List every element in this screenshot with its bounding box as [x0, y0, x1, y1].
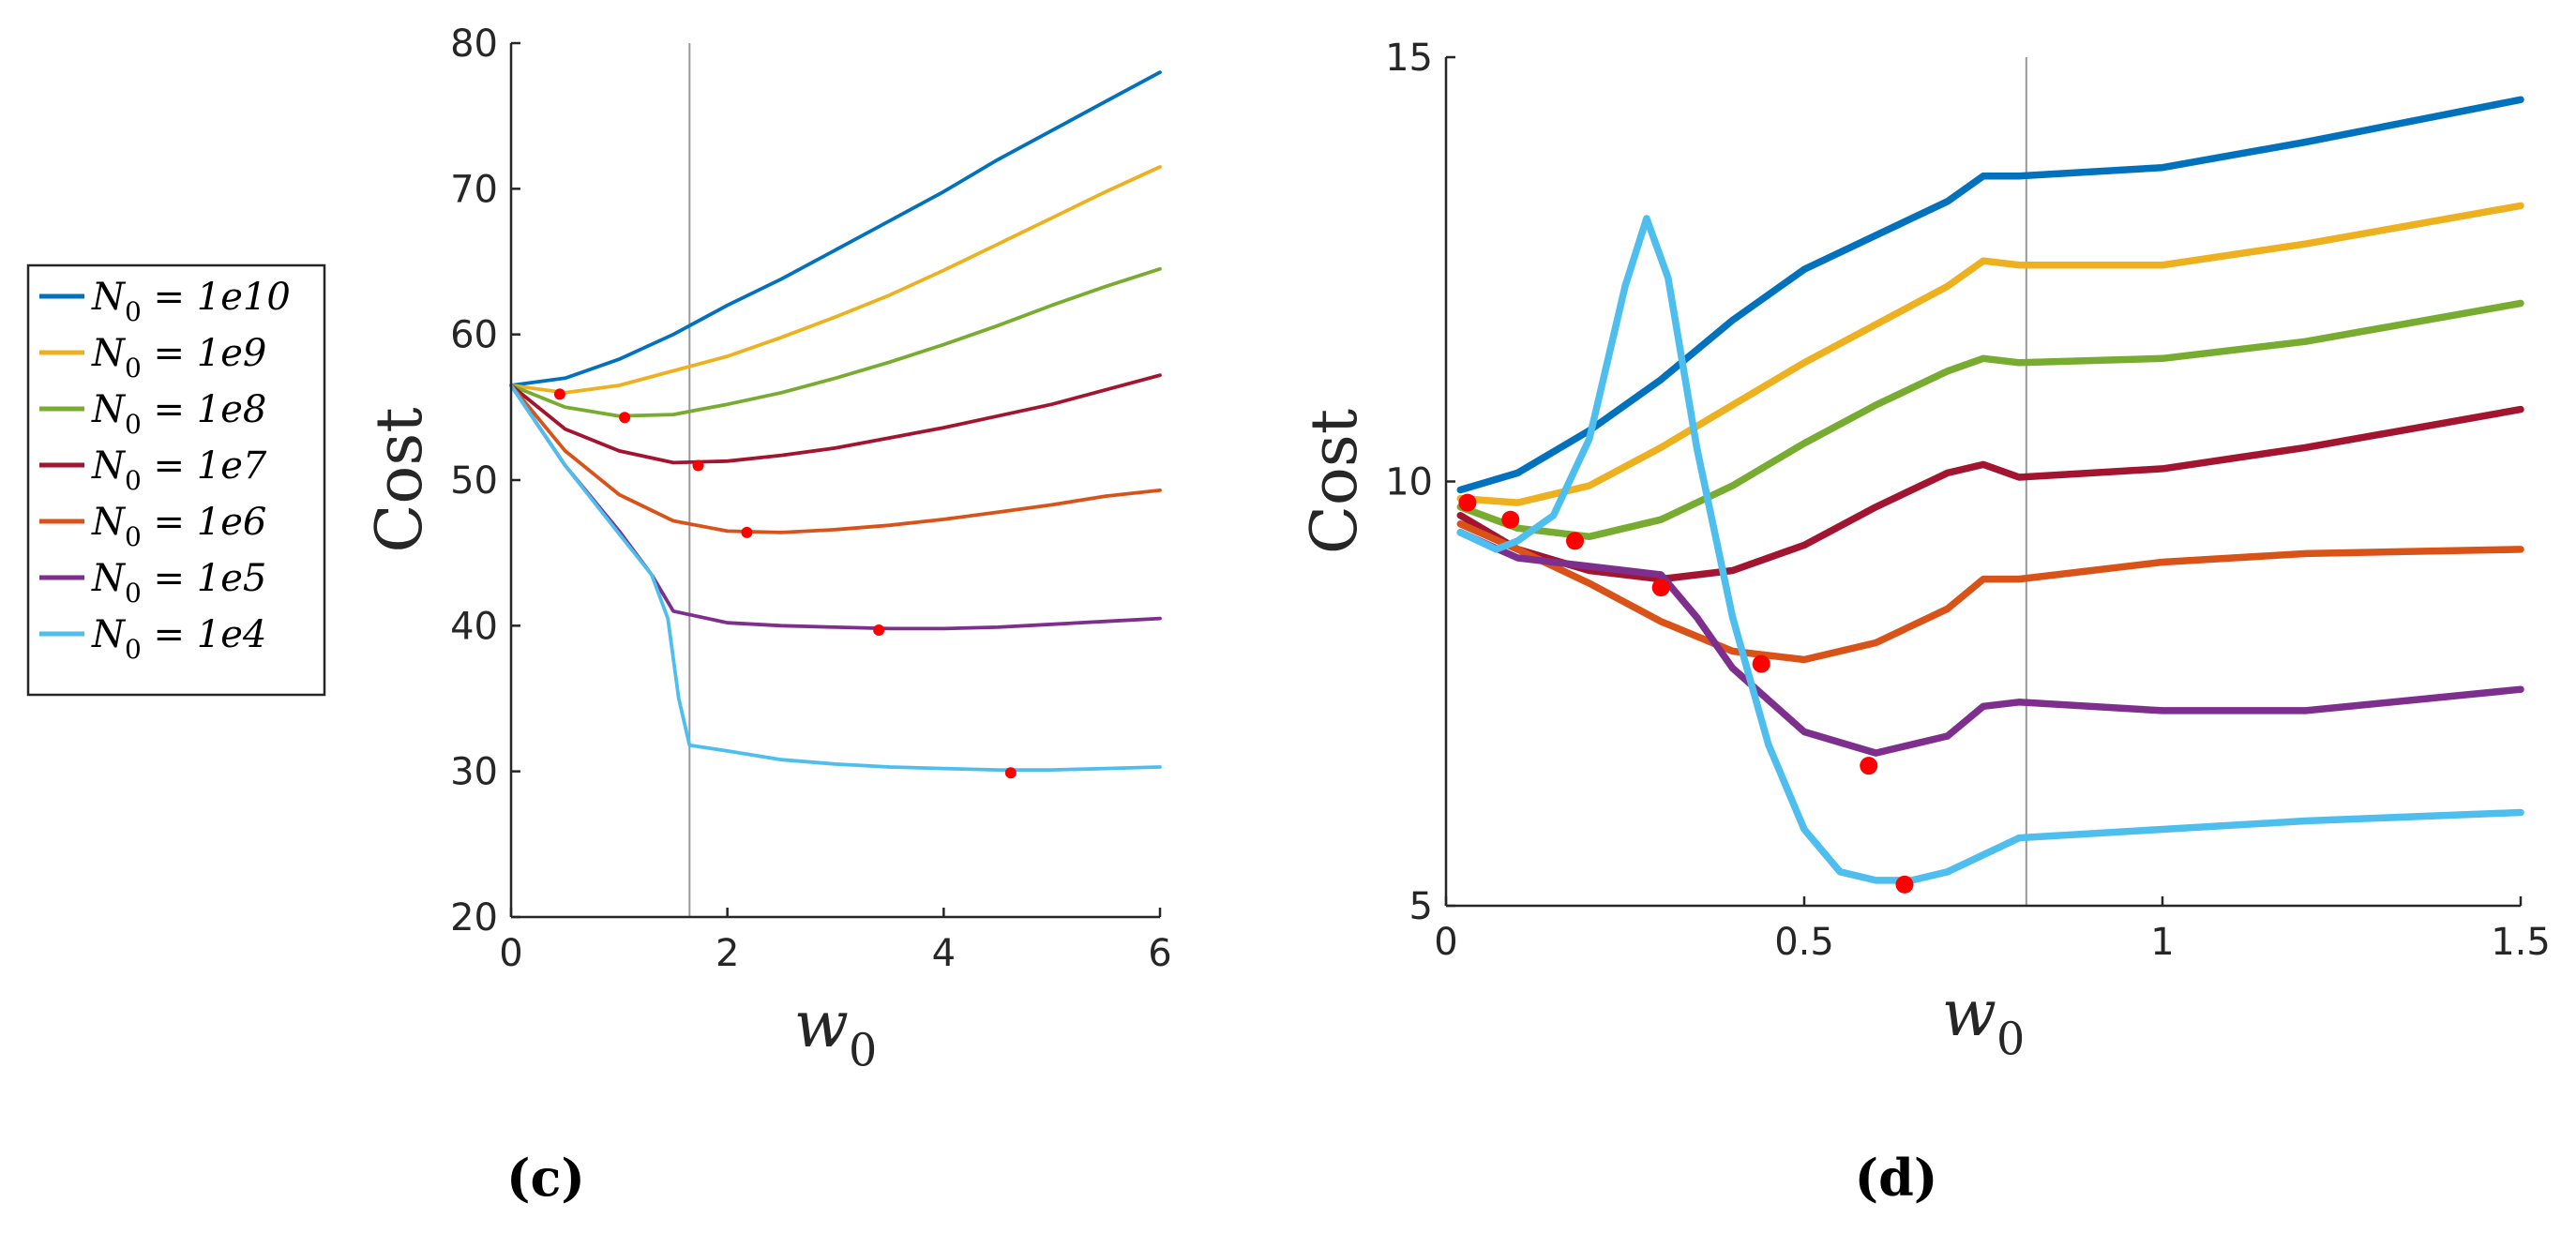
panel-c-line-series-2: [509, 165, 1162, 395]
panel-d-series: [1456, 96, 2524, 884]
panel-d-line-series-6: [1456, 529, 2524, 757]
legend-label-1: N0 = 1e10: [91, 276, 291, 327]
panel-d-y-axis-title: Cost: [1298, 409, 1372, 554]
panel-c-x-tick-label-3: 4: [932, 932, 956, 975]
panel-c-minimum-marker-5: [873, 624, 885, 636]
legend-entry-7: N0 = 1e4: [39, 613, 266, 665]
panel-d-y-tick-label-3: 15: [1385, 37, 1433, 80]
panel-d-label: (d): [1855, 1148, 1938, 1208]
panel-c-x-tick-label-4: 6: [1148, 932, 1171, 975]
panel-c-y-tick-label-1: 20: [450, 896, 498, 940]
panel-d-x-tick-label-4: 1.5: [2491, 921, 2551, 964]
panel-d-minimum-marker-2: [1501, 510, 1520, 529]
panel-c-series: [509, 70, 1162, 772]
legend-label-6: N0 = 1e5: [91, 557, 266, 609]
panel-c-y-tick-label-5: 60: [450, 314, 498, 357]
legend-entry-1: N0 = 1e10: [39, 276, 291, 327]
panel-d-minimum-marker-3: [1566, 532, 1585, 550]
legend-label-4: N0 = 1e7: [91, 444, 267, 496]
panel-d-y-tick-label-2: 10: [1385, 461, 1433, 504]
panel-d-x-tick-label-3: 1: [2150, 921, 2174, 964]
legend-entry-5: N0 = 1e6: [39, 501, 266, 552]
panel-d-y-tick-label-1: 5: [1409, 885, 1433, 928]
panel-c-minima: [553, 388, 1017, 779]
panel-d-line-series-4: [1456, 405, 2524, 583]
legend-entry-3: N0 = 1e8: [39, 388, 266, 440]
panel-c-minimum-marker-2: [619, 412, 631, 424]
panel-d-line-series-5: [1456, 520, 2524, 664]
panel-c-x-tick-label-1: 0: [499, 932, 522, 975]
panel-c-line-series-3: [509, 266, 1162, 418]
panel-c-y-tick-label-4: 50: [450, 459, 498, 503]
panel-c-line-series-6: [509, 383, 1162, 631]
panel-c-line-series-4: [509, 373, 1162, 465]
panel-d-line-series-3: [1456, 299, 2524, 541]
legend-entry-2: N0 = 1e9: [39, 332, 266, 383]
panel-d-minimum-marker-6: [1860, 757, 1878, 775]
panel-c-line-series-1: [509, 70, 1162, 387]
panel-c-y-tick-label-2: 30: [450, 751, 498, 794]
panel-c-minimum-marker-6: [1004, 767, 1017, 779]
panel-c-minimum-marker-4: [741, 526, 753, 538]
panel-c-label: (c): [506, 1148, 585, 1208]
legend-label-7: N0 = 1e4: [91, 613, 266, 665]
panel-d-minimum-marker-1: [1458, 493, 1477, 512]
legend-label-3: N0 = 1e8: [91, 388, 266, 440]
panel-d-minimum-marker-4: [1651, 579, 1670, 597]
legend-box: [26, 263, 326, 697]
panel-d-x-tick-label-1: 0: [1434, 921, 1457, 964]
panel-c: 0 2 4 6 20 30 40 50 60 70 80 w0 Cost (c): [363, 23, 1172, 1208]
panel-c-line-series-7: [509, 383, 1162, 772]
panel-c-y-tick-label-7: 80: [450, 23, 498, 66]
panel-d-line-series-2: [1456, 202, 2524, 506]
panel-d-minima: [1458, 493, 1914, 894]
panel-c-x-axis-title: w0: [794, 988, 878, 1076]
panel-d-line-series-7: [1456, 215, 2524, 884]
panel-c-x-tick-label-2: 2: [716, 932, 739, 975]
panel-c-y-tick-label-6: 70: [450, 168, 498, 211]
panel-c-minimum-marker-1: [553, 388, 565, 400]
legend-label-2: N0 = 1e9: [91, 332, 266, 383]
panel-d-x-axis-title: w0: [1942, 977, 2026, 1065]
panel-c-minimum-marker-3: [692, 459, 704, 472]
panel-d-minimum-marker-7: [1895, 875, 1914, 894]
panel-d: 0 0.5 1 1.5 5 10 15 w0 Cost (d): [1298, 37, 2551, 1208]
legend-entry-4: N0 = 1e7: [39, 444, 267, 496]
panel-d-minimum-marker-5: [1752, 654, 1770, 673]
panel-c-y-axis-title: Cost: [363, 407, 437, 552]
panel-d-x-tick-label-2: 0.5: [1774, 921, 1834, 964]
legend-label-5: N0 = 1e6: [91, 501, 266, 552]
panel-c-y-tick-label-3: 40: [450, 605, 498, 648]
panel-d-line-series-1: [1456, 96, 2524, 494]
legend-entry-6: N0 = 1e5: [39, 557, 266, 609]
panel-c-line-series-5: [509, 383, 1162, 534]
